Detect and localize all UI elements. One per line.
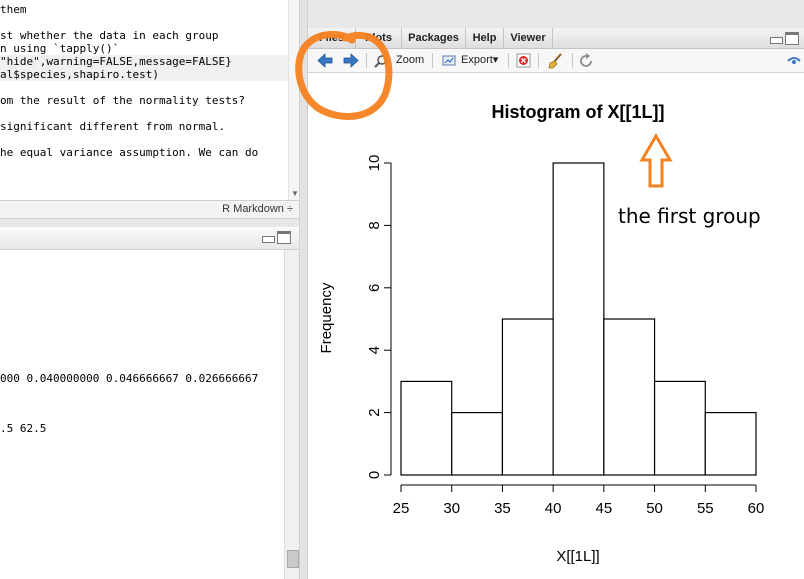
console-line: 000 0.040000000 0.046666667 0.026666667 [0, 372, 259, 385]
editor-line[interactable]: them [0, 3, 27, 16]
minimize-pane-icon[interactable] [262, 236, 275, 243]
x-tick-label: 50 [646, 500, 663, 517]
x-axis-label: X[[1L]] [556, 548, 599, 565]
tab-help[interactable]: Help [466, 28, 504, 48]
editor-line[interactable] [0, 16, 288, 29]
console-line: .5 62.5 [0, 422, 47, 435]
histogram-bar [603, 318, 656, 476]
y-tick-label: 0 [366, 471, 383, 479]
toolbar-separator [538, 53, 539, 68]
maximize-pane-icon[interactable] [277, 231, 291, 244]
x-tick-label: 40 [545, 500, 562, 517]
tab-packages[interactable]: Packages [402, 28, 466, 48]
toolbar-separator [508, 53, 509, 68]
toolbar-separator [572, 53, 573, 68]
histogram-bar [552, 162, 605, 476]
x-tick-label: 55 [697, 500, 714, 517]
histogram-bar [451, 412, 504, 476]
y-tick-label: 8 [366, 221, 383, 229]
pane-splitter-vertical[interactable] [299, 0, 308, 579]
tab-viewer[interactable]: Viewer [504, 28, 553, 48]
histogram-chart: 25 30 35 40 45 50 55 60 0 2 4 6 8 10 Histogram of X[[1… [318, 102, 765, 565]
toolbar-separator [432, 53, 433, 68]
console-header [0, 227, 299, 250]
broom-icon[interactable] [548, 53, 564, 76]
zoom-button[interactable]: Zoom [396, 54, 425, 66]
tab-files[interactable]: Files [308, 28, 356, 48]
y-tick-label: 6 [366, 284, 383, 292]
y-tick-label: 4 [366, 346, 383, 354]
editor-line[interactable] [0, 107, 288, 120]
editor-line[interactable]: om the result of the normality tests? [0, 94, 246, 107]
editor-line[interactable]: st whether the data in each group [0, 29, 219, 42]
refresh-icon[interactable] [578, 53, 594, 76]
annotation-label: the first group [618, 204, 761, 228]
right-pane-top-gap [308, 0, 804, 28]
histogram-bar [653, 380, 706, 476]
editor-status-bar: R Markdown ÷ [0, 200, 299, 219]
pane-splitter-horizontal[interactable] [0, 219, 299, 227]
y-axis-label: Frequency [318, 282, 335, 353]
editor-line[interactable] [0, 133, 288, 146]
histogram-bar [501, 318, 554, 476]
editor-line[interactable]: "hide",warning=FALSE,message=FALSE} [0, 55, 288, 68]
y-tick-label: 10 [366, 155, 383, 172]
export-button[interactable]: Export▾ [461, 54, 499, 66]
scroll-down-icon[interactable]: ▼ [291, 189, 299, 198]
histogram-bar [704, 412, 757, 476]
editor-line[interactable]: n using `tapply()` [0, 42, 120, 55]
remove-plot-icon[interactable] [516, 53, 531, 76]
editor-line[interactable] [0, 81, 288, 94]
tab-bar: Files Plots Packages Help Viewer [308, 28, 804, 49]
console-scroll-thumb[interactable] [287, 550, 299, 568]
x-tick-label: 25 [393, 500, 410, 517]
x-tick-label: 45 [596, 500, 613, 517]
console-output[interactable]: 000 0.040000000 0.046666667 0.026666667.… [0, 250, 284, 579]
minimize-pane-icon[interactable] [770, 37, 783, 44]
x-tick-label: 30 [443, 500, 460, 517]
export-icon[interactable] [442, 54, 457, 77]
plots-toolbar: Zoom Export▾ [308, 49, 804, 73]
console-scrollbar[interactable] [284, 250, 300, 579]
source-editor[interactable]: them st whether the data in each group n u… [0, 0, 288, 200]
toolbar-separator [366, 53, 367, 68]
editor-line[interactable]: he equal variance assumption. We can do [0, 146, 259, 159]
maximize-pane-icon[interactable] [785, 32, 799, 45]
plot-viewer: 25 30 35 40 45 50 55 60 0 2 4 6 8 10 Histogram of X[[1… [308, 73, 804, 579]
histogram-bar [400, 380, 453, 476]
chart-title: Histogram of X[[1L]] [492, 102, 665, 122]
editor-line[interactable]: significant different from normal. [0, 120, 226, 133]
document-type-selector[interactable]: R Markdown ÷ [222, 203, 293, 215]
editor-line[interactable]: al$species,shapiro.test) [0, 68, 288, 81]
x-tick-label: 35 [494, 500, 511, 517]
sync-icon[interactable] [786, 53, 802, 76]
y-tick-label: 2 [366, 408, 383, 416]
x-tick-label: 60 [748, 500, 765, 517]
tab-plots[interactable]: Plots [356, 28, 402, 48]
